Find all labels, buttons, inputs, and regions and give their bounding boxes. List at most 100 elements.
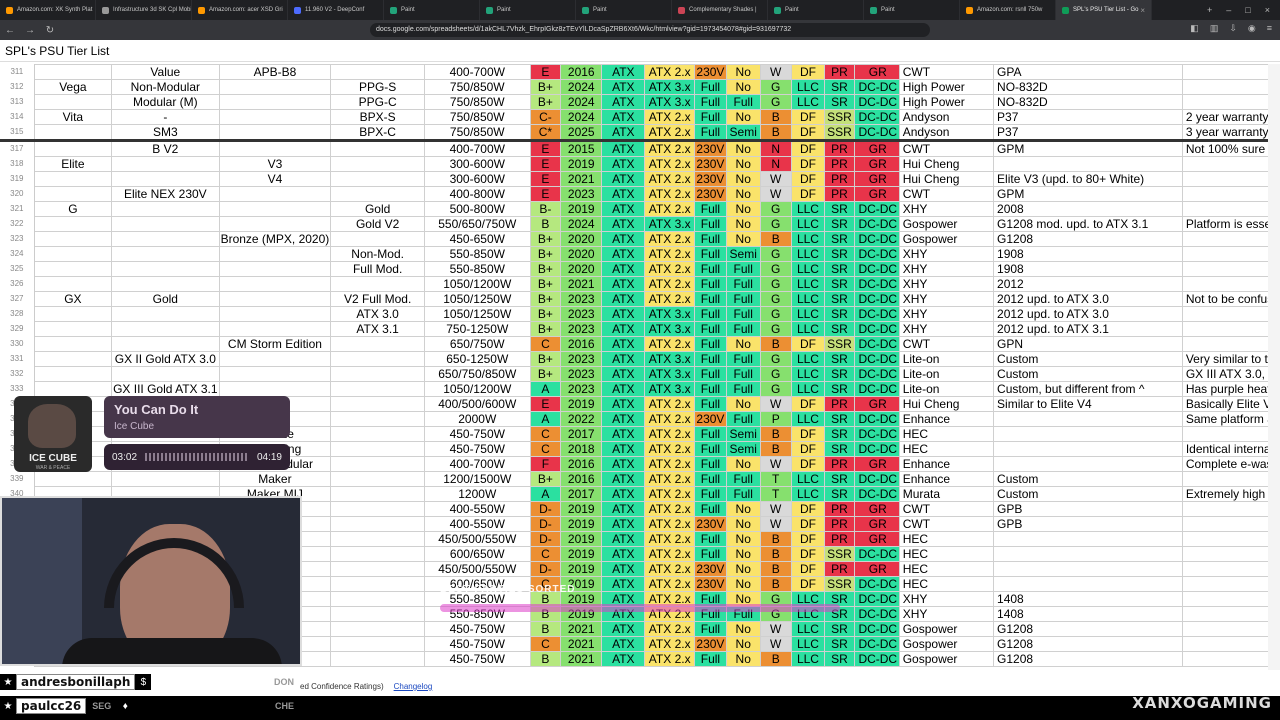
table-cell[interactable]: HEC: [898, 426, 995, 442]
table-cell[interactable]: DC-DC: [853, 306, 900, 322]
table-cell[interactable]: 1200W: [423, 486, 531, 502]
table-cell[interactable]: ATX: [601, 486, 646, 502]
table-cell[interactable]: G: [759, 201, 792, 217]
table-cell[interactable]: Gospower: [898, 231, 995, 247]
table-cell[interactable]: GR: [853, 456, 900, 472]
table-cell[interactable]: 1908: [993, 261, 1183, 277]
table-cell[interactable]: DF: [790, 156, 826, 172]
table-cell[interactable]: [1181, 261, 1280, 277]
table-cell[interactable]: DC-DC: [853, 231, 900, 247]
table-cell[interactable]: [1181, 471, 1280, 487]
table-cell[interactable]: [218, 351, 332, 367]
table-cell[interactable]: ATX 2.x: [644, 276, 695, 292]
table-cell[interactable]: Full: [693, 79, 727, 95]
table-cell[interactable]: LLC: [790, 621, 826, 637]
table-cell[interactable]: [330, 171, 425, 187]
table-cell[interactable]: ATX 2.x: [644, 64, 695, 80]
table-cell[interactable]: ATX: [601, 64, 646, 80]
table-cell[interactable]: 400/500/600W: [423, 396, 531, 412]
table-cell[interactable]: DC-DC: [853, 351, 900, 367]
table-cell[interactable]: NO-832D: [993, 79, 1183, 95]
table-cell[interactable]: DC-DC: [853, 651, 900, 667]
table-cell[interactable]: B+: [529, 94, 562, 110]
table-cell[interactable]: 230V: [693, 64, 727, 80]
table-cell[interactable]: SR: [824, 231, 855, 247]
table-cell[interactable]: W: [759, 64, 792, 80]
table-cell[interactable]: F: [529, 456, 562, 472]
table-cell[interactable]: Gold: [111, 291, 220, 307]
table-cell[interactable]: E: [529, 64, 562, 80]
table-cell[interactable]: ATX 2.x: [644, 591, 695, 607]
table-cell[interactable]: GR: [853, 516, 900, 532]
table-cell[interactable]: PR: [824, 64, 855, 80]
table-cell[interactable]: 2019: [560, 396, 603, 412]
table-cell[interactable]: 2022: [560, 411, 603, 427]
table-cell[interactable]: W: [759, 636, 792, 652]
table-cell[interactable]: Gospower: [898, 216, 995, 232]
table-cell[interactable]: GR: [853, 531, 900, 547]
table-cell[interactable]: 2016: [560, 456, 603, 472]
table-cell[interactable]: PR: [824, 501, 855, 517]
table-cell[interactable]: N: [759, 156, 792, 172]
table-cell[interactable]: [218, 201, 332, 217]
table-cell[interactable]: Full: [693, 109, 727, 125]
table-cell[interactable]: [993, 546, 1183, 562]
table-cell[interactable]: ATX 2.x: [644, 651, 695, 667]
table-cell[interactable]: W: [759, 621, 792, 637]
table-cell[interactable]: Gold: [330, 201, 425, 217]
table-cell[interactable]: [330, 426, 425, 442]
table-cell[interactable]: Full: [725, 486, 761, 502]
table-cell[interactable]: ATX 2.x: [644, 201, 695, 217]
table-cell[interactable]: DF: [790, 531, 826, 547]
table-cell[interactable]: B: [759, 426, 792, 442]
table-cell[interactable]: ATX: [601, 109, 646, 125]
table-cell[interactable]: Value: [111, 64, 220, 80]
table-cell[interactable]: Basically Elite V4: [1181, 396, 1280, 412]
table-cell[interactable]: XHY: [898, 291, 995, 307]
table-cell[interactable]: Full: [693, 306, 727, 322]
table-cell[interactable]: [1181, 276, 1280, 292]
table-cell[interactable]: Andyson: [898, 124, 995, 142]
table-cell[interactable]: 2021: [560, 651, 603, 667]
table-cell[interactable]: DC-DC: [853, 486, 900, 502]
table-cell[interactable]: [1181, 186, 1280, 202]
table-cell[interactable]: W: [759, 171, 792, 187]
table-cell[interactable]: E: [529, 186, 562, 202]
table-cell[interactable]: C-: [529, 109, 562, 125]
extension-icon[interactable]: ◧: [1190, 23, 1199, 33]
table-cell[interactable]: 400-550W: [423, 516, 531, 532]
table-cell[interactable]: 650-1250W: [423, 351, 531, 367]
table-cell[interactable]: 1050/1200W: [423, 276, 531, 292]
table-cell[interactable]: ATX 2.x: [644, 140, 695, 157]
table-cell[interactable]: Not 100% sure c: [1181, 140, 1280, 157]
table-cell[interactable]: Identical internal: [1181, 441, 1280, 457]
table-cell[interactable]: No: [725, 501, 761, 517]
table-cell[interactable]: [111, 231, 220, 247]
table-cell[interactable]: [330, 64, 425, 80]
table-cell[interactable]: CM Storm Edition: [218, 336, 332, 352]
table-cell[interactable]: ATX 2.x: [644, 426, 695, 442]
table-cell[interactable]: [34, 140, 113, 157]
table-cell[interactable]: D-: [529, 516, 562, 532]
table-cell[interactable]: [1181, 64, 1280, 80]
table-cell[interactable]: 2024: [560, 94, 603, 110]
table-cell[interactable]: B: [759, 651, 792, 667]
table-cell[interactable]: [330, 336, 425, 352]
table-cell[interactable]: W: [759, 516, 792, 532]
table-cell[interactable]: High Power: [898, 79, 995, 95]
table-cell[interactable]: 230V: [693, 186, 727, 202]
table-cell[interactable]: 2019: [560, 201, 603, 217]
table-cell[interactable]: C: [529, 441, 562, 457]
table-cell[interactable]: Elite V3 (upd. to 80+ White): [993, 171, 1183, 187]
table-cell[interactable]: ATX: [601, 216, 646, 232]
table-cell[interactable]: 2008: [993, 201, 1183, 217]
table-cell[interactable]: G: [759, 351, 792, 367]
table-cell[interactable]: LLC: [790, 261, 826, 277]
table-cell[interactable]: ATX: [601, 336, 646, 352]
table-cell[interactable]: GR: [853, 140, 900, 157]
table-cell[interactable]: ATX: [601, 246, 646, 262]
table-cell[interactable]: 2021: [560, 621, 603, 637]
table-cell[interactable]: Full: [693, 261, 727, 277]
table-cell[interactable]: 230V: [693, 561, 727, 577]
table-cell[interactable]: LLC: [790, 651, 826, 667]
